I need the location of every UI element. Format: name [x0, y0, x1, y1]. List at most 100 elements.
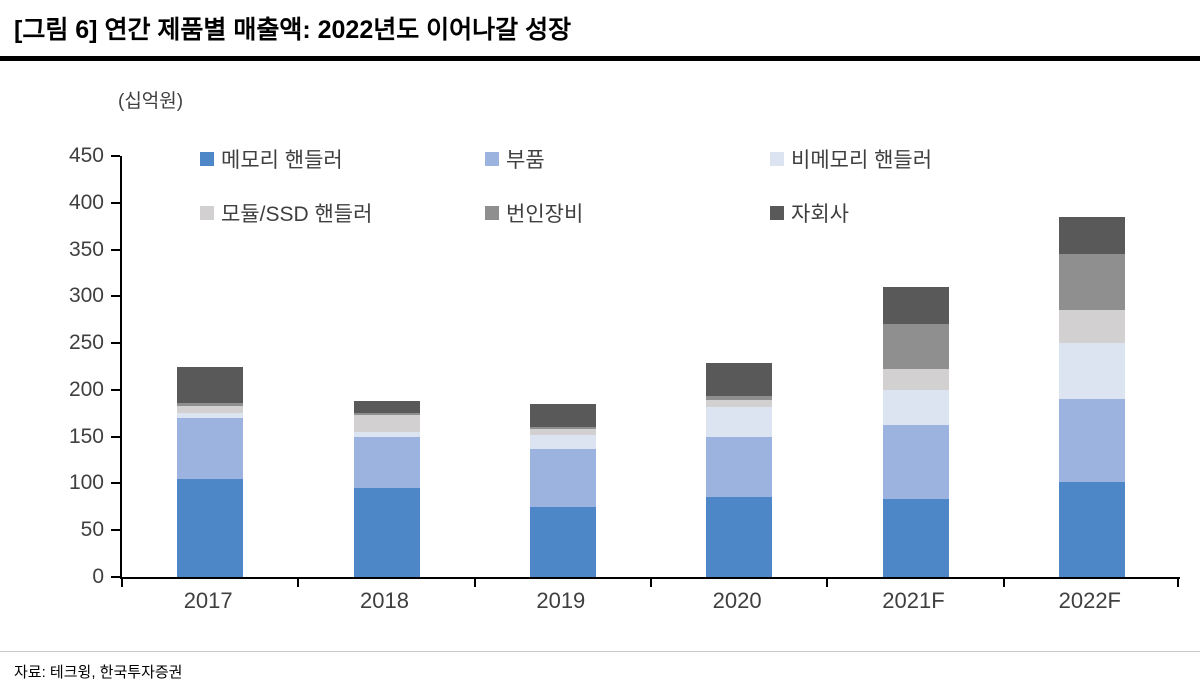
legend-label: 부품 — [506, 149, 545, 172]
x-axis-tick — [1002, 579, 1005, 587]
bar-segment — [529, 429, 596, 435]
legend-label: 번인장비 — [506, 203, 584, 226]
bar-segment — [177, 417, 244, 479]
y-axis-tick-label: 450 — [68, 144, 104, 167]
legend-label: 자회사 — [791, 203, 849, 226]
bar-segment — [1058, 216, 1125, 255]
y-axis-tick — [111, 295, 120, 298]
y-axis-tick — [111, 155, 120, 157]
legend-item: 비메모리 핸들러 — [770, 144, 932, 174]
y-axis-tick-label: 350 — [68, 237, 104, 261]
x-axis-label: 2022F — [1058, 588, 1121, 613]
x-axis-tick — [121, 579, 123, 587]
legend-item: 자회사 — [770, 198, 932, 228]
x-axis-label: 2018 — [360, 588, 409, 613]
y-axis-tick — [111, 342, 120, 345]
bar-segment — [529, 403, 596, 428]
bar-segment — [706, 496, 773, 577]
bar-segment — [882, 369, 949, 390]
bar-segment — [882, 287, 949, 325]
y-axis-tick — [111, 435, 120, 438]
y-axis-tick — [111, 248, 120, 251]
bar-segment — [706, 396, 773, 401]
y-axis-unit-label: (십억원) — [118, 91, 184, 112]
legend-swatch — [485, 206, 499, 220]
legend-label: 모듈/SSD 핸들러 — [221, 203, 373, 226]
bar-segment — [353, 488, 420, 577]
bar-segment — [1058, 481, 1125, 577]
bar-segment — [1058, 310, 1125, 344]
x-axis-labels: 2017 2018 2019 2020 2021F 2022F — [120, 588, 1178, 614]
legend-item: 번인장비 — [485, 198, 770, 228]
bar-segment — [177, 367, 244, 404]
legend-item: 메모리 핸들러 — [200, 144, 485, 174]
bar-segment — [529, 434, 596, 449]
y-axis-tick-label: 300 — [68, 284, 104, 308]
x-axis-label: 2021F — [882, 588, 945, 613]
x-axis-label: 2019 — [536, 588, 586, 613]
bar-segment — [353, 401, 420, 414]
bar-segment — [177, 403, 244, 406]
legend-swatch — [770, 206, 784, 220]
stacked-bar-2019 — [529, 403, 596, 577]
bar-segment — [529, 448, 596, 507]
y-axis-tick-label: 50 — [80, 518, 104, 542]
legend-label: 메모리 핸들러 — [221, 149, 343, 172]
y-axis-tick-label: 200 — [68, 377, 104, 401]
y-axis-tick — [111, 482, 120, 485]
bar-segment — [177, 405, 244, 414]
legend-label: 비메모리 핸들러 — [791, 149, 933, 172]
bar-segment — [529, 506, 596, 577]
bar-segment — [177, 413, 244, 418]
y-axis-tick-label: 400 — [68, 190, 104, 214]
bar-segment — [882, 499, 949, 577]
bar-segment — [706, 436, 773, 497]
y-axis-labels: 0 50 100 150 200 250 300 350 400 450 — [0, 144, 104, 588]
source-text: 자료: 테크윙, 한국투자증권 — [14, 664, 183, 681]
bar-segment — [706, 400, 773, 407]
legend-swatch — [485, 152, 499, 166]
legend-item: 모듈/SSD 핸들러 — [200, 198, 485, 228]
x-axis-tick — [473, 579, 476, 587]
stacked-bar-2021F — [882, 287, 949, 577]
bar-segment — [882, 389, 949, 426]
legend-swatch — [770, 152, 784, 166]
title-divider — [0, 56, 1200, 61]
legend-swatch — [200, 206, 214, 220]
y-axis-tick-label: 0 — [92, 565, 104, 588]
x-axis-tick — [826, 579, 829, 587]
bar-segment — [882, 324, 949, 370]
y-axis-tick — [111, 529, 120, 532]
bar-segment — [353, 415, 420, 432]
bar-segment — [177, 478, 244, 577]
y-axis-tick — [111, 201, 120, 204]
legend-item: 부품 — [485, 144, 770, 174]
x-axis-label: 2017 — [183, 588, 233, 613]
bar-segment — [706, 406, 773, 437]
y-axis-tick — [111, 388, 120, 391]
bar-segment — [1058, 254, 1125, 311]
y-axis-tick-label: 250 — [68, 331, 104, 355]
footer-divider — [0, 651, 1200, 652]
legend-swatch — [200, 152, 214, 166]
x-axis-tick — [650, 579, 652, 587]
stacked-bar-2017 — [177, 367, 244, 577]
bar-segment — [353, 432, 420, 437]
stacked-bar-2022F — [1058, 216, 1125, 577]
stacked-bar-2018 — [353, 401, 420, 577]
x-axis-tick — [1177, 579, 1179, 587]
bar-segment — [353, 413, 420, 416]
figure-title: [그림 6] 연간 제품별 매출액: 2022년도 이어나갈 성장 — [14, 16, 572, 44]
bar-segment — [1058, 399, 1125, 482]
stacked-bar-2020 — [706, 362, 773, 577]
bar-segment — [882, 425, 949, 500]
y-axis-tick — [111, 576, 120, 578]
x-axis-tick — [297, 579, 300, 587]
y-axis-tick-label: 150 — [68, 424, 104, 448]
x-axis-label: 2020 — [712, 588, 762, 613]
bar-segment — [529, 427, 596, 430]
bar-segment — [1058, 343, 1125, 400]
y-axis-tick-label: 100 — [68, 471, 104, 495]
